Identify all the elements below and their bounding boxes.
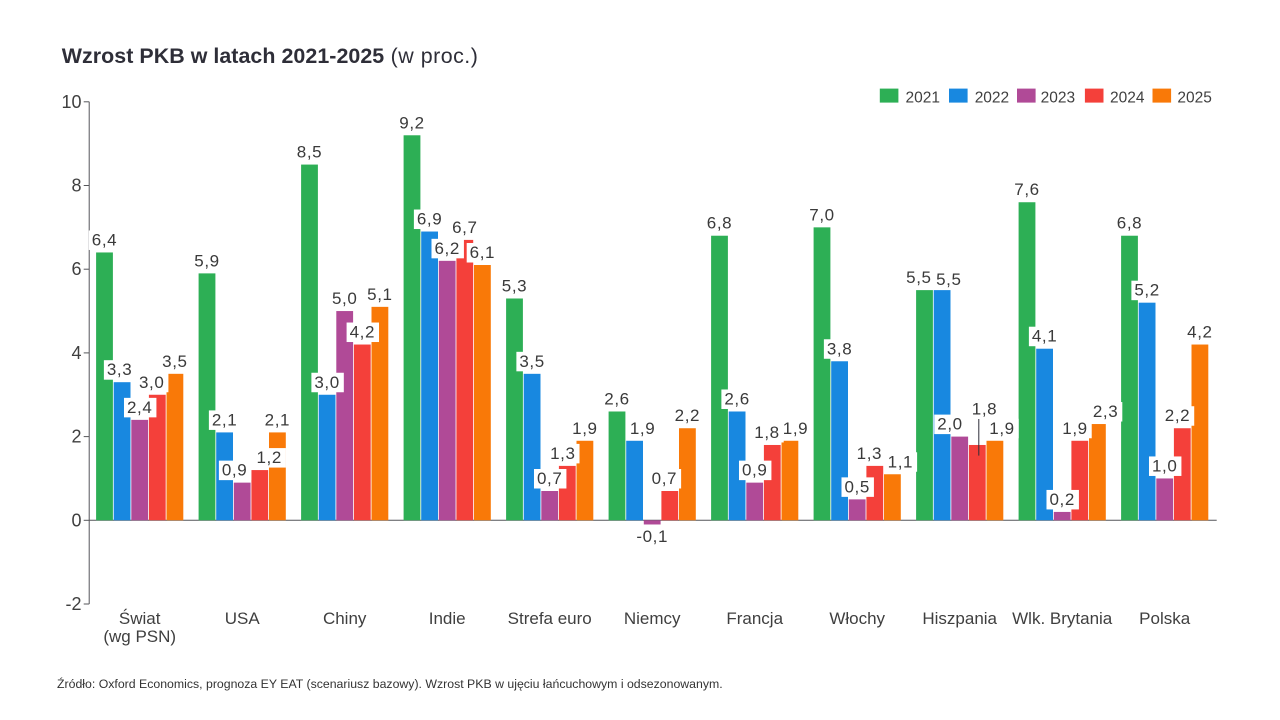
svg-text:5,9: 5,9 xyxy=(194,251,219,270)
svg-text:USA: USA xyxy=(225,609,261,628)
svg-text:6,2: 6,2 xyxy=(434,239,459,258)
svg-text:Indie: Indie xyxy=(429,609,466,628)
svg-text:0: 0 xyxy=(71,510,81,530)
svg-text:Hiszpania: Hiszpania xyxy=(922,609,997,628)
svg-text:2,1: 2,1 xyxy=(212,410,237,429)
svg-text:6,8: 6,8 xyxy=(1117,214,1142,233)
svg-text:(wg PSN): (wg PSN) xyxy=(103,627,176,646)
svg-text:2025: 2025 xyxy=(1177,90,1211,107)
svg-text:4,2: 4,2 xyxy=(1187,323,1212,342)
svg-text:0,9: 0,9 xyxy=(742,461,767,480)
svg-text:0,2: 0,2 xyxy=(1049,490,1074,509)
svg-text:5,5: 5,5 xyxy=(906,268,931,287)
svg-text:0,9: 0,9 xyxy=(222,461,247,480)
svg-text:Włochy: Włochy xyxy=(829,609,885,628)
svg-text:7,6: 7,6 xyxy=(1014,180,1039,199)
svg-text:Wlk. Brytania: Wlk. Brytania xyxy=(1012,609,1113,628)
svg-text:7,0: 7,0 xyxy=(809,205,834,224)
svg-text:-2: -2 xyxy=(65,594,81,614)
svg-text:2,1: 2,1 xyxy=(265,410,290,429)
svg-text:3,5: 3,5 xyxy=(162,352,187,371)
svg-text:6,7: 6,7 xyxy=(452,218,477,237)
svg-text:1,3: 1,3 xyxy=(550,444,575,463)
svg-text:4: 4 xyxy=(71,343,81,363)
svg-text:2,2: 2,2 xyxy=(1165,406,1190,425)
svg-text:3,3: 3,3 xyxy=(107,360,132,379)
svg-text:6,9: 6,9 xyxy=(417,210,442,229)
svg-text:9,2: 9,2 xyxy=(399,113,424,132)
svg-text:Strefa euro: Strefa euro xyxy=(508,609,592,628)
svg-text:5,2: 5,2 xyxy=(1134,281,1159,300)
svg-text:Wzrost PKB w latach 2021-2025: Wzrost PKB w latach 2021-2025 (w proc.) xyxy=(62,44,479,68)
svg-text:5,3: 5,3 xyxy=(502,276,527,295)
svg-text:2,4: 2,4 xyxy=(127,398,152,417)
svg-text:6,8: 6,8 xyxy=(707,214,732,233)
svg-text:2021: 2021 xyxy=(906,90,940,107)
svg-text:2,3: 2,3 xyxy=(1093,402,1118,421)
svg-text:1,8: 1,8 xyxy=(754,423,779,442)
svg-text:10: 10 xyxy=(61,92,81,112)
svg-text:2,6: 2,6 xyxy=(724,389,749,408)
svg-text:2,0: 2,0 xyxy=(937,415,962,434)
svg-text:0,5: 0,5 xyxy=(844,477,869,496)
svg-text:0,7: 0,7 xyxy=(652,469,677,488)
svg-text:3,8: 3,8 xyxy=(827,339,852,358)
svg-text:Polska: Polska xyxy=(1139,609,1191,628)
svg-text:6,1: 6,1 xyxy=(470,243,495,262)
svg-text:2022: 2022 xyxy=(975,90,1009,107)
svg-text:2,6: 2,6 xyxy=(604,389,629,408)
svg-text:Świat: Świat xyxy=(119,609,161,628)
svg-text:5,5: 5,5 xyxy=(936,270,961,289)
svg-text:Chiny: Chiny xyxy=(323,609,367,628)
svg-text:2023: 2023 xyxy=(1041,90,1075,107)
svg-text:3,5: 3,5 xyxy=(519,352,544,371)
svg-text:1,0: 1,0 xyxy=(1152,456,1177,475)
svg-text:1,2: 1,2 xyxy=(256,448,281,467)
svg-text:3,0: 3,0 xyxy=(139,373,164,392)
svg-text:3,0: 3,0 xyxy=(314,373,339,392)
svg-text:0,7: 0,7 xyxy=(537,469,562,488)
svg-text:Niemcy: Niemcy xyxy=(624,609,681,628)
svg-text:6: 6 xyxy=(71,259,81,279)
svg-text:5,0: 5,0 xyxy=(332,289,357,308)
svg-text:8,5: 8,5 xyxy=(297,143,322,162)
svg-text:2: 2 xyxy=(71,427,81,447)
svg-text:2,2: 2,2 xyxy=(675,406,700,425)
svg-text:-0,1: -0,1 xyxy=(636,527,668,546)
svg-text:1,9: 1,9 xyxy=(1062,419,1087,438)
svg-text:1,9: 1,9 xyxy=(989,419,1014,438)
svg-text:1,9: 1,9 xyxy=(572,419,597,438)
svg-text:1,3: 1,3 xyxy=(857,444,882,463)
svg-text:Źródło: Oxford Economics, prog: Źródło: Oxford Economics, prognoza EY EA… xyxy=(57,676,723,691)
svg-text:4,2: 4,2 xyxy=(350,323,375,342)
svg-text:4,1: 4,1 xyxy=(1032,327,1057,346)
svg-text:1,9: 1,9 xyxy=(783,419,808,438)
svg-text:8: 8 xyxy=(71,176,81,196)
svg-text:6,4: 6,4 xyxy=(92,230,117,249)
svg-text:1,9: 1,9 xyxy=(630,419,655,438)
svg-text:2024: 2024 xyxy=(1110,90,1145,107)
svg-text:Francja: Francja xyxy=(726,609,783,628)
svg-text:1,1: 1,1 xyxy=(888,452,913,471)
svg-text:5,1: 5,1 xyxy=(367,285,392,304)
svg-text:1,8: 1,8 xyxy=(972,399,997,418)
